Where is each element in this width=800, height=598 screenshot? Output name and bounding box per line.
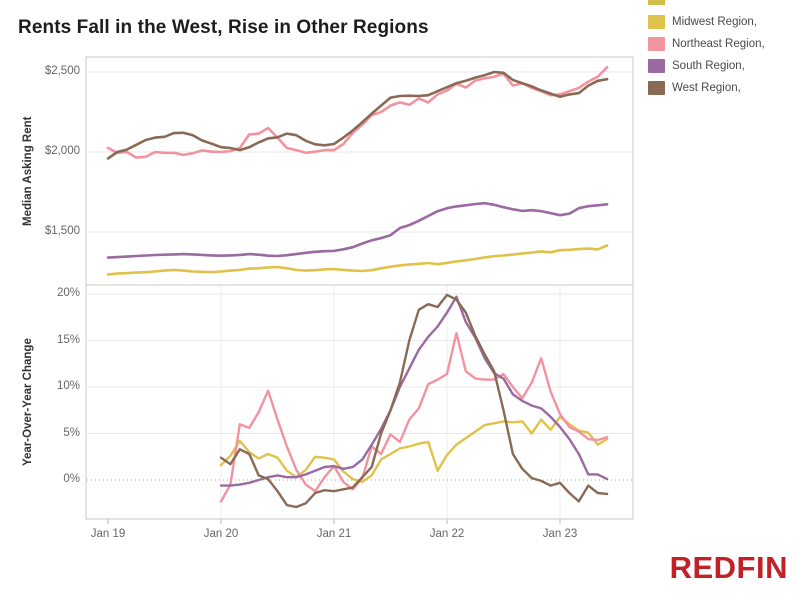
rent-line-northeast-region [106,65,609,159]
legend: Midwest Region, Northeast Region, South … [648,11,765,99]
legend-item-midwest[interactable]: Midwest Region, [648,11,765,33]
redfin-logo: REDFIN [669,550,788,585]
legend-label: South Region, [672,60,745,72]
legend-clipped-swatch [648,0,665,5]
yoy-line-northeast-region [219,331,609,503]
pane-border [85,56,634,286]
legend-label: Northeast Region, [672,38,765,50]
page-title: Rents Fall in the West, Rise in Other Re… [18,17,429,38]
south-swatch-icon [648,59,665,73]
yoy-line-south-region [219,295,609,487]
legend-label: Midwest Region, [672,16,758,28]
rent-line-midwest-region [106,244,609,276]
pane-border [85,284,634,520]
rent-line-west-region [106,70,609,160]
legend-item-west[interactable]: West Region, [648,77,765,99]
west-swatch-icon [648,81,665,95]
yoy-line-west-region [219,293,609,509]
yoy-axis-title: Year-Over-Year Change [22,338,34,466]
yoy-line-midwest-region [219,415,609,484]
legend-label: West Region, [672,82,741,94]
midwest-swatch-icon [648,15,665,29]
northeast-swatch-icon [648,37,665,51]
legend-item-south[interactable]: South Region, [648,55,765,77]
rent-line-south-region [106,201,609,259]
legend-item-northeast[interactable]: Northeast Region, [648,33,765,55]
rent-axis-title: Median Asking Rent [22,116,34,226]
